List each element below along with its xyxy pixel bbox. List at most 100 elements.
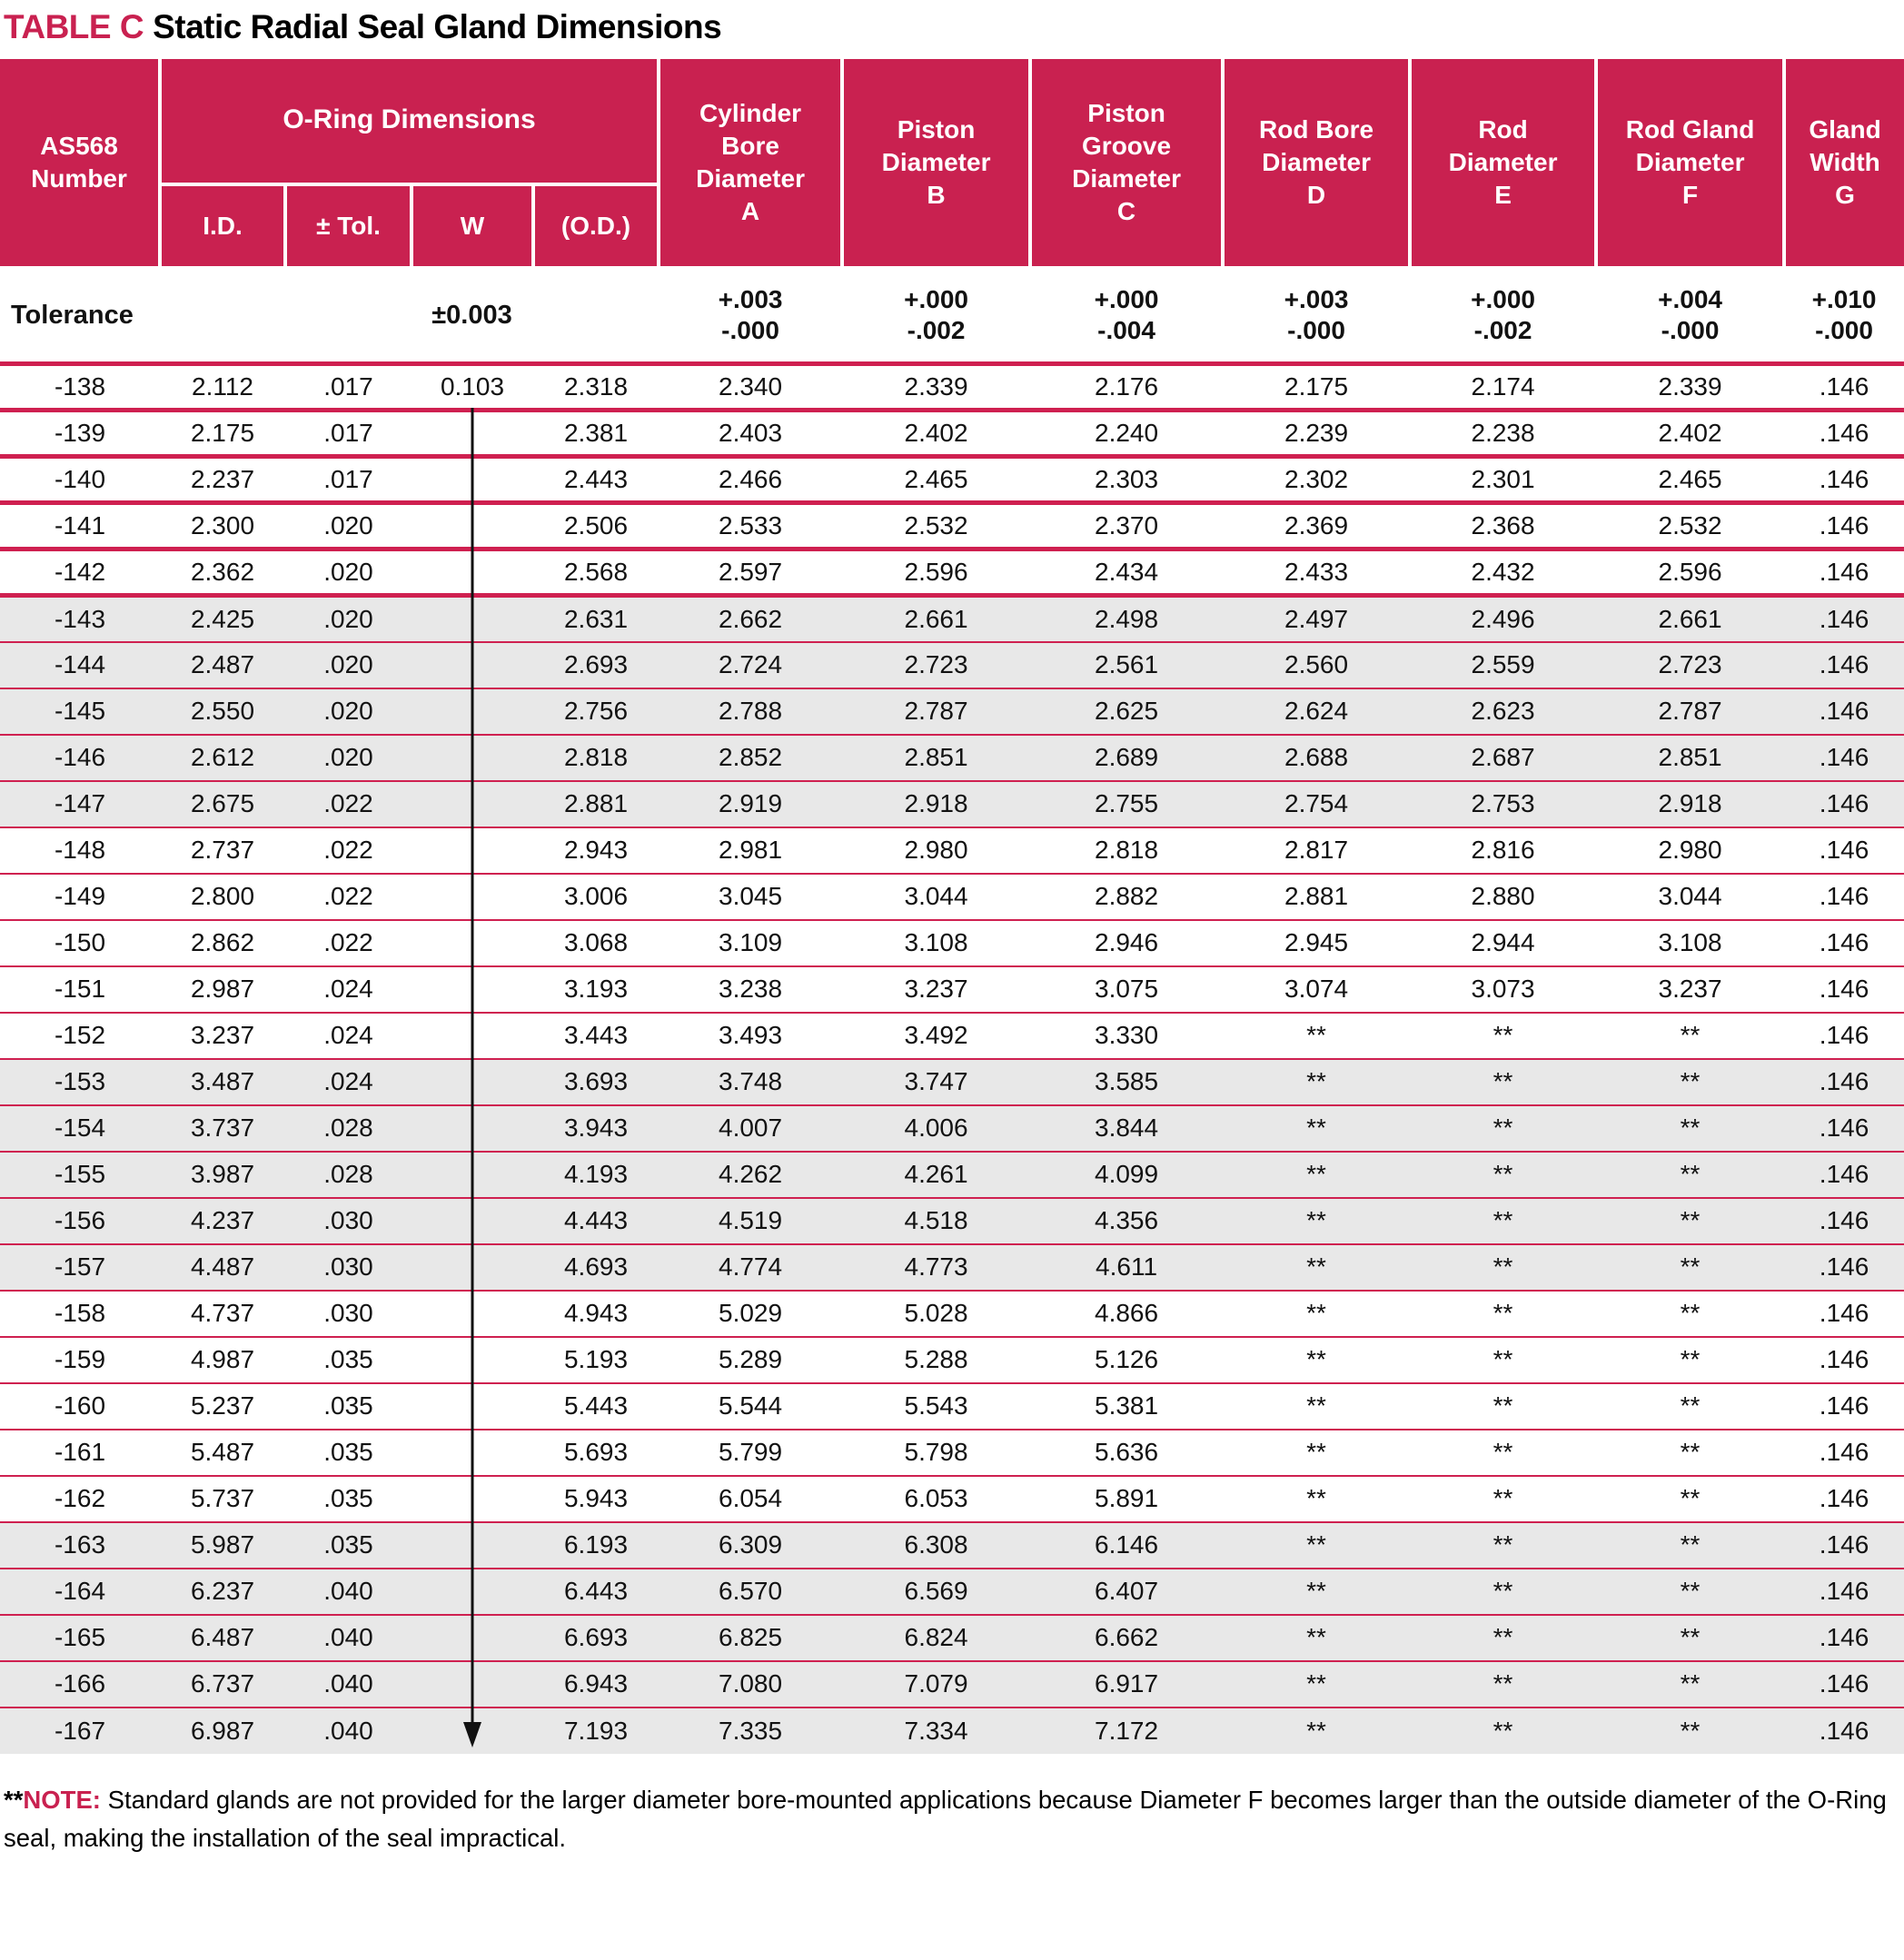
cell-c: 2.561 xyxy=(1030,640,1224,688)
cell-e: ** xyxy=(1410,1011,1597,1059)
cell-od: 2.756 xyxy=(533,687,659,735)
cell-e: 2.623 xyxy=(1410,687,1597,735)
cell-id: 2.487 xyxy=(160,640,285,688)
cell-e: ** xyxy=(1410,1659,1597,1708)
cell-b: 4.773 xyxy=(842,1242,1031,1291)
table-row: -161 5.487.035 5.693 5.799 5.798 5.636 ** ** **.… xyxy=(0,1428,1904,1476)
cell-od: 3.443 xyxy=(533,1011,659,1059)
cell-c: 4.099 xyxy=(1030,1150,1224,1198)
table-header: AS568 Number O-Ring Dimensions Cylinder … xyxy=(0,58,1904,270)
cell-od: 3.693 xyxy=(533,1057,659,1105)
cell-id: 2.987 xyxy=(160,965,285,1013)
cell-as568: -150 xyxy=(0,918,160,966)
w-ditto-line xyxy=(412,687,533,735)
cell-od: 2.443 xyxy=(533,454,659,503)
cell-id: 6.737 xyxy=(160,1659,285,1708)
table-row: -158 4.737.030 4.943 5.029 5.028 4.866 ** ** **.… xyxy=(0,1289,1904,1337)
table-row: -154 3.737.028 3.943 4.007 4.006 3.844 ** ** **.… xyxy=(0,1104,1904,1152)
cell-c: 3.330 xyxy=(1030,1011,1224,1059)
cell-b: 2.661 xyxy=(842,593,1031,642)
cell-od: 4.693 xyxy=(533,1242,659,1291)
col-header-cylinder-bore-diameter-a: Cylinder Bore Diameter A xyxy=(657,58,845,270)
cell-c: 4.356 xyxy=(1030,1196,1224,1244)
cell-a: 6.570 xyxy=(659,1567,843,1615)
tolerance-label: Tolerance xyxy=(0,267,160,364)
cell-f: ** xyxy=(1596,1381,1785,1430)
cell-as568: -146 xyxy=(0,733,160,781)
cell-a: 2.919 xyxy=(659,779,843,827)
cell-c: 3.075 xyxy=(1030,965,1224,1013)
cell-as568: -144 xyxy=(0,640,160,688)
cell-c: 2.303 xyxy=(1030,454,1224,503)
header-row-group: AS568 Number O-Ring Dimensions Cylinder … xyxy=(0,58,1904,270)
cell-g: .146 xyxy=(1784,1196,1904,1244)
cell-c: 6.146 xyxy=(1030,1520,1224,1569)
cell-a: 3.493 xyxy=(659,1011,843,1059)
cell-g: .146 xyxy=(1784,687,1904,735)
cell-f: ** xyxy=(1596,1335,1785,1383)
cell-c: 5.381 xyxy=(1030,1381,1224,1430)
cell-id: 5.987 xyxy=(160,1520,285,1569)
col-header-id: I.D. xyxy=(160,182,287,270)
cell-od: 5.943 xyxy=(533,1474,659,1522)
cell-as568: -140 xyxy=(0,454,160,503)
cell-a: 2.340 xyxy=(659,361,843,411)
col-header-w: W xyxy=(410,182,535,270)
cell-f: ** xyxy=(1596,1289,1785,1337)
cell-a: 5.544 xyxy=(659,1381,843,1430)
cell-id: 2.550 xyxy=(160,687,285,735)
cell-e: 2.301 xyxy=(1410,454,1597,503)
page: TABLE C Static Radial Seal Gland Dimensio… xyxy=(0,0,1904,1858)
cell-c: 2.625 xyxy=(1030,687,1224,735)
tolerance-b: +.000 -.002 xyxy=(842,267,1031,364)
col-header-as568-number: AS568 Number xyxy=(0,58,162,270)
cell-b: 3.044 xyxy=(842,872,1031,920)
cell-b: 7.334 xyxy=(842,1706,1031,1754)
cell-tol: .024 xyxy=(285,1057,412,1105)
cell-od: 6.943 xyxy=(533,1659,659,1708)
cell-tol: .035 xyxy=(285,1474,412,1522)
cell-f: ** xyxy=(1596,1104,1785,1152)
cell-g: .146 xyxy=(1784,1381,1904,1430)
cell-id: 3.987 xyxy=(160,1150,285,1198)
cell-d: ** xyxy=(1223,1428,1411,1476)
cell-c: 2.240 xyxy=(1030,408,1224,457)
cell-tol: .020 xyxy=(285,733,412,781)
w-ditto-line xyxy=(412,500,533,549)
cell-d: ** xyxy=(1223,1381,1411,1430)
cell-tol: .030 xyxy=(285,1196,412,1244)
cell-f: ** xyxy=(1596,1706,1785,1754)
cell-f: ** xyxy=(1596,1242,1785,1291)
cell-b: 2.532 xyxy=(842,500,1031,549)
cell-g: .146 xyxy=(1784,1150,1904,1198)
tolerance-oring-value: ±0.003 xyxy=(285,267,659,364)
cell-c: 2.434 xyxy=(1030,547,1224,596)
cell-a: 7.080 xyxy=(659,1659,843,1708)
cell-d: ** xyxy=(1223,1520,1411,1569)
cell-d: 2.881 xyxy=(1223,872,1411,920)
cell-a: 4.262 xyxy=(659,1150,843,1198)
w-ditto-line xyxy=(412,1567,533,1615)
cell-e: 3.073 xyxy=(1410,965,1597,1013)
col-header-gland-width-g: Gland Width G xyxy=(1782,58,1904,270)
col-header-rod-gland-diameter-f: Rod Gland Diameter F xyxy=(1594,58,1787,270)
cell-d: ** xyxy=(1223,1289,1411,1337)
cell-as568: -164 xyxy=(0,1567,160,1615)
cell-d: 2.688 xyxy=(1223,733,1411,781)
cell-c: 3.585 xyxy=(1030,1057,1224,1105)
cell-e: ** xyxy=(1410,1381,1597,1430)
cell-e: ** xyxy=(1410,1428,1597,1476)
w-ditto-line xyxy=(412,1242,533,1291)
cell-d: 2.239 xyxy=(1223,408,1411,457)
table-row: -160 5.237.035 5.443 5.544 5.543 5.381 ** ** **.… xyxy=(0,1381,1904,1430)
cell-id: 4.237 xyxy=(160,1196,285,1244)
cell-d: 2.624 xyxy=(1223,687,1411,735)
cell-b: 4.006 xyxy=(842,1104,1031,1152)
cell-f: ** xyxy=(1596,1520,1785,1569)
tolerance-a: +.003 -.000 xyxy=(659,267,843,364)
w-ditto-line xyxy=(412,1520,533,1569)
cell-b: 3.492 xyxy=(842,1011,1031,1059)
w-ditto-line xyxy=(412,1613,533,1661)
gland-dimensions-table: AS568 Number O-Ring Dimensions Cylinder … xyxy=(0,58,1904,1754)
cell-b: 6.053 xyxy=(842,1474,1031,1522)
